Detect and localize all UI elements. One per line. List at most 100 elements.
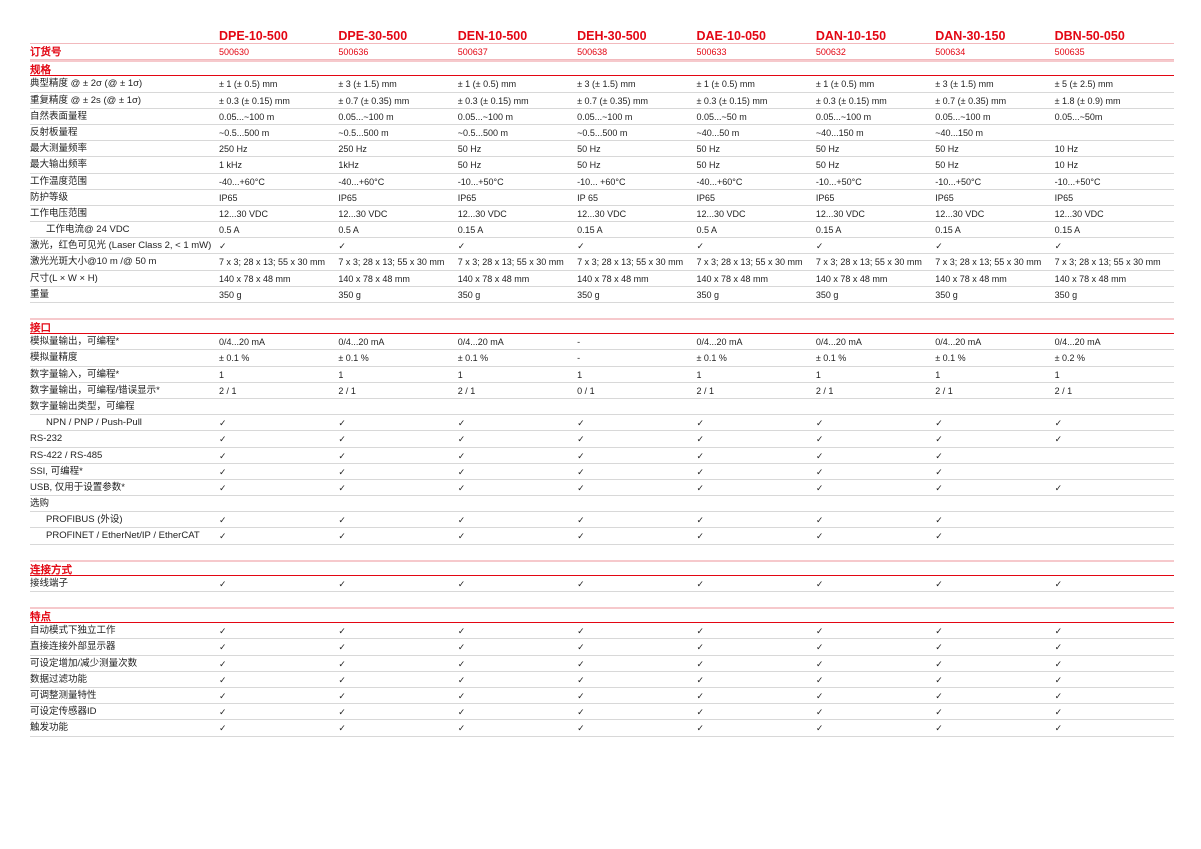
table-row: USB, 仅用于设置参数* ✓ ✓ ✓ ✓ ✓ ✓ ✓ ✓	[30, 480, 1174, 497]
table-row: 可调整测量特性 ✓ ✓ ✓ ✓ ✓ ✓ ✓ ✓	[30, 688, 1174, 705]
check-icon: ✓	[815, 674, 824, 685]
check-icon: ✓	[1054, 434, 1063, 445]
check-icon: ✓	[457, 466, 466, 477]
table-cell: 7 x 3; 28 x 13; 55 x 30 mm	[1054, 257, 1161, 268]
check-icon: ✓	[696, 466, 705, 477]
check-icon: ✓	[457, 450, 466, 461]
check-icon: ✓	[218, 466, 227, 477]
row-label: 重量	[30, 288, 50, 300]
table-cell: ± 0.1 %	[815, 353, 847, 364]
check-icon: ✓	[696, 707, 705, 718]
check-icon: ✓	[457, 626, 466, 637]
check-icon: ✓	[815, 482, 824, 493]
check-icon: ✓	[338, 578, 346, 589]
check-icon: ✓	[935, 658, 943, 669]
check-icon: ✓	[338, 690, 346, 701]
check-icon: ✓	[815, 434, 824, 445]
table-cell: 140 x 78 x 48 mm	[457, 273, 530, 284]
table-cell: ± 0.1 %	[338, 353, 369, 364]
order-number: 500632	[815, 47, 846, 57]
table-cell: ± 0.3 (± 0.15) mm	[696, 95, 768, 106]
table-row: 模拟量精度 ± 0.1 % ± 0.1 % ± 0.1 % - ± 0.1 % ± 0.1 …	[30, 350, 1174, 367]
check-icon: ✓	[457, 515, 466, 526]
table-cell: 0/4...20 mA	[1054, 337, 1101, 348]
table-cell	[577, 399, 696, 414]
order-number: 500630	[218, 47, 250, 57]
table-cell: 7 x 3; 28 x 13; 55 x 30 mm	[696, 257, 803, 268]
table-cell	[1055, 125, 1174, 140]
check-icon: ✓	[338, 674, 346, 685]
check-icon: ✓	[577, 578, 585, 589]
table-cell: IP65	[696, 192, 715, 203]
check-icon: ✓	[815, 578, 824, 589]
check-icon: ✓	[935, 482, 943, 493]
table-cell: 250 Hz	[338, 144, 367, 155]
table-cell: 0.05...~100 m	[218, 111, 275, 122]
check-icon: ✓	[457, 578, 466, 589]
table-cell: 0/4...20 mA	[457, 337, 504, 348]
table-cell: 1	[218, 369, 224, 380]
table-cell: ± 3 (± 1.5) mm	[935, 79, 994, 90]
table-cell: -10...+50°C	[935, 176, 982, 187]
section-spacer	[30, 592, 1174, 607]
table-cell: -40...+60°C	[218, 176, 265, 187]
table-cell: 50 Hz	[457, 160, 482, 171]
table-cell: 140 x 78 x 48 mm	[218, 273, 291, 284]
row-label: 可设定传感器ID	[30, 706, 97, 718]
table-cell: 350 g	[218, 289, 242, 300]
check-icon: ✓	[1054, 690, 1063, 701]
table-cell	[338, 399, 457, 414]
table-cell: ~0.5...500 m	[218, 127, 270, 138]
check-icon: ✓	[1054, 626, 1063, 637]
check-icon: ✓	[457, 707, 466, 718]
table-cell: ± 0.2 %	[1054, 353, 1086, 364]
check-icon: ✓	[457, 658, 466, 669]
table-row: 最大输出频率 1 kHz 1kHz 50 Hz 50 Hz 50 Hz 50 Hz 50 Hz…	[30, 157, 1174, 174]
table-row: 选购	[30, 496, 1174, 513]
section-title: 连接方式	[30, 563, 72, 576]
table-cell: 50 Hz	[577, 144, 601, 155]
check-icon: ✓	[218, 707, 227, 718]
table-cell: 12...30 VDC	[696, 208, 746, 219]
table-cell	[338, 496, 457, 511]
order-number: 500638	[577, 47, 608, 57]
table-cell: 2 / 1	[218, 385, 237, 396]
table-cell: 50 Hz	[696, 144, 720, 155]
model-name: DPE-10-500	[218, 29, 288, 43]
check-icon: ✓	[815, 626, 824, 637]
table-row: 自然表面量程 0.05...~100 m 0.05...~100 m 0.05...~…	[30, 109, 1174, 125]
table-cell: 12...30 VDC	[1054, 208, 1104, 219]
check-icon: ✓	[935, 515, 943, 526]
table-cell: 2 / 1	[338, 385, 356, 396]
table-cell: 140 x 78 x 48 mm	[935, 273, 1007, 284]
check-icon: ✓	[815, 450, 824, 461]
row-label: 数字量输出类型，可编程	[30, 400, 135, 412]
table-cell	[577, 496, 696, 511]
check-icon: ✓	[815, 241, 824, 252]
table-cell: 0/4...20 mA	[815, 337, 862, 348]
table-cell: 350 g	[457, 289, 481, 300]
row-label: RS-422 / RS-485	[30, 449, 103, 461]
check-icon: ✓	[577, 674, 585, 685]
table-cell: 50 Hz	[457, 144, 482, 155]
row-label: 自然表面量程	[30, 110, 88, 122]
check-icon: ✓	[815, 418, 824, 429]
table-row: 工作电压范围 12...30 VDC 12...30 VDC 12...30 VDC 1…	[30, 206, 1174, 223]
check-icon: ✓	[218, 450, 227, 461]
table-cell: 140 x 78 x 48 mm	[338, 273, 410, 284]
table-row: 防护等级 IP65 IP65 IP65 IP 65 IP65 IP65 IP65 IP65	[30, 190, 1174, 206]
check-icon: ✓	[457, 690, 466, 701]
check-icon: ✓	[218, 626, 227, 637]
row-label: 典型精度 @ ± 2σ (@ ± 1σ)	[30, 78, 143, 90]
table-cell: 350 g	[577, 289, 600, 300]
table-cell: IP65	[935, 192, 954, 203]
order-number: 500637	[457, 47, 488, 57]
row-label: 数字量输入，可编程*	[30, 368, 120, 380]
table-cell: 0/4...20 mA	[218, 337, 266, 348]
check-icon: ✓	[338, 626, 346, 637]
check-icon: ✓	[815, 690, 824, 701]
table-cell	[219, 399, 338, 414]
table-cell: 0.05...~100 m	[457, 111, 514, 122]
row-label: 反射板量程	[30, 126, 78, 138]
table-cell: 1	[577, 369, 583, 380]
